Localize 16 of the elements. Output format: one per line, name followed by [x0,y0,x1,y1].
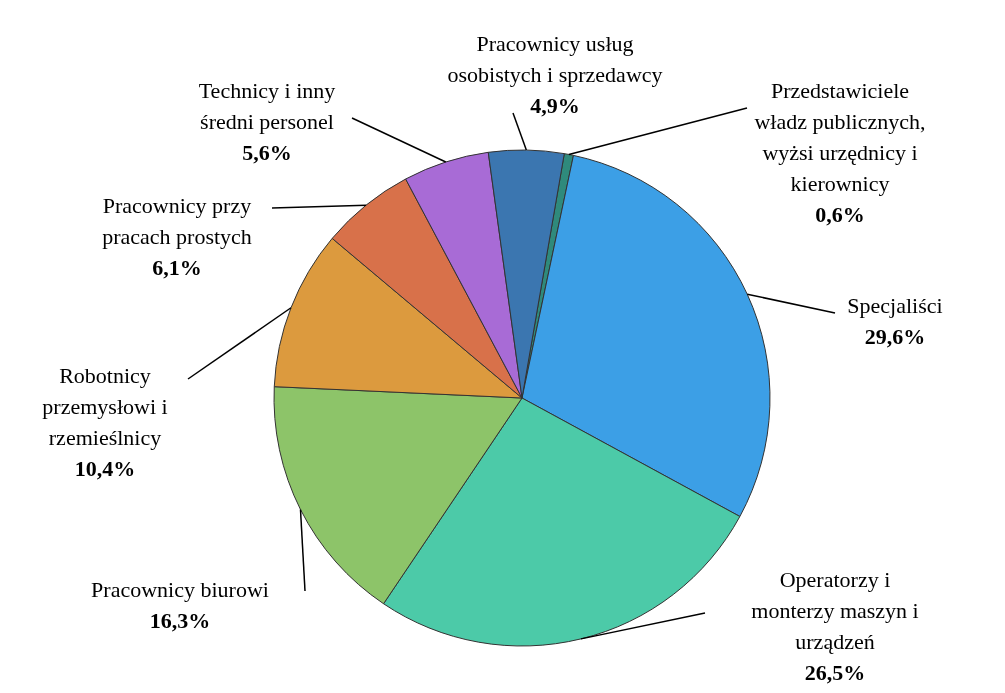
slice-label: Pracownicy biurowi [91,577,269,602]
slice-label: Pracownicy usług osobistych i sprzedawcy [447,31,663,87]
data-label: 10,4% [74,456,136,481]
slice-label: Przedstawiciele władz publicznych, wyżsi urzędnicy i kierownicy [754,78,926,196]
data-label: 6,1% [152,255,202,280]
data-label: 0,6% [815,202,865,227]
slice-label: Operatorzy i monterzy maszyn i urządzeń [751,567,919,654]
data-label: 5,6% [242,140,292,165]
data-label: 29,6% [864,324,926,349]
data-label: 26,5% [804,660,866,685]
data-label: 4,9% [530,93,580,118]
data-label: 16,3% [149,608,211,633]
slice-label: Robotnicy przemysłowi i rzemieślnicy [42,363,168,450]
slice-label: Specjaliści [847,293,943,318]
slice-label: Pracownicy przy pracach prostych [102,193,252,249]
slice-label: Technicy i inny średni personel [198,78,336,134]
